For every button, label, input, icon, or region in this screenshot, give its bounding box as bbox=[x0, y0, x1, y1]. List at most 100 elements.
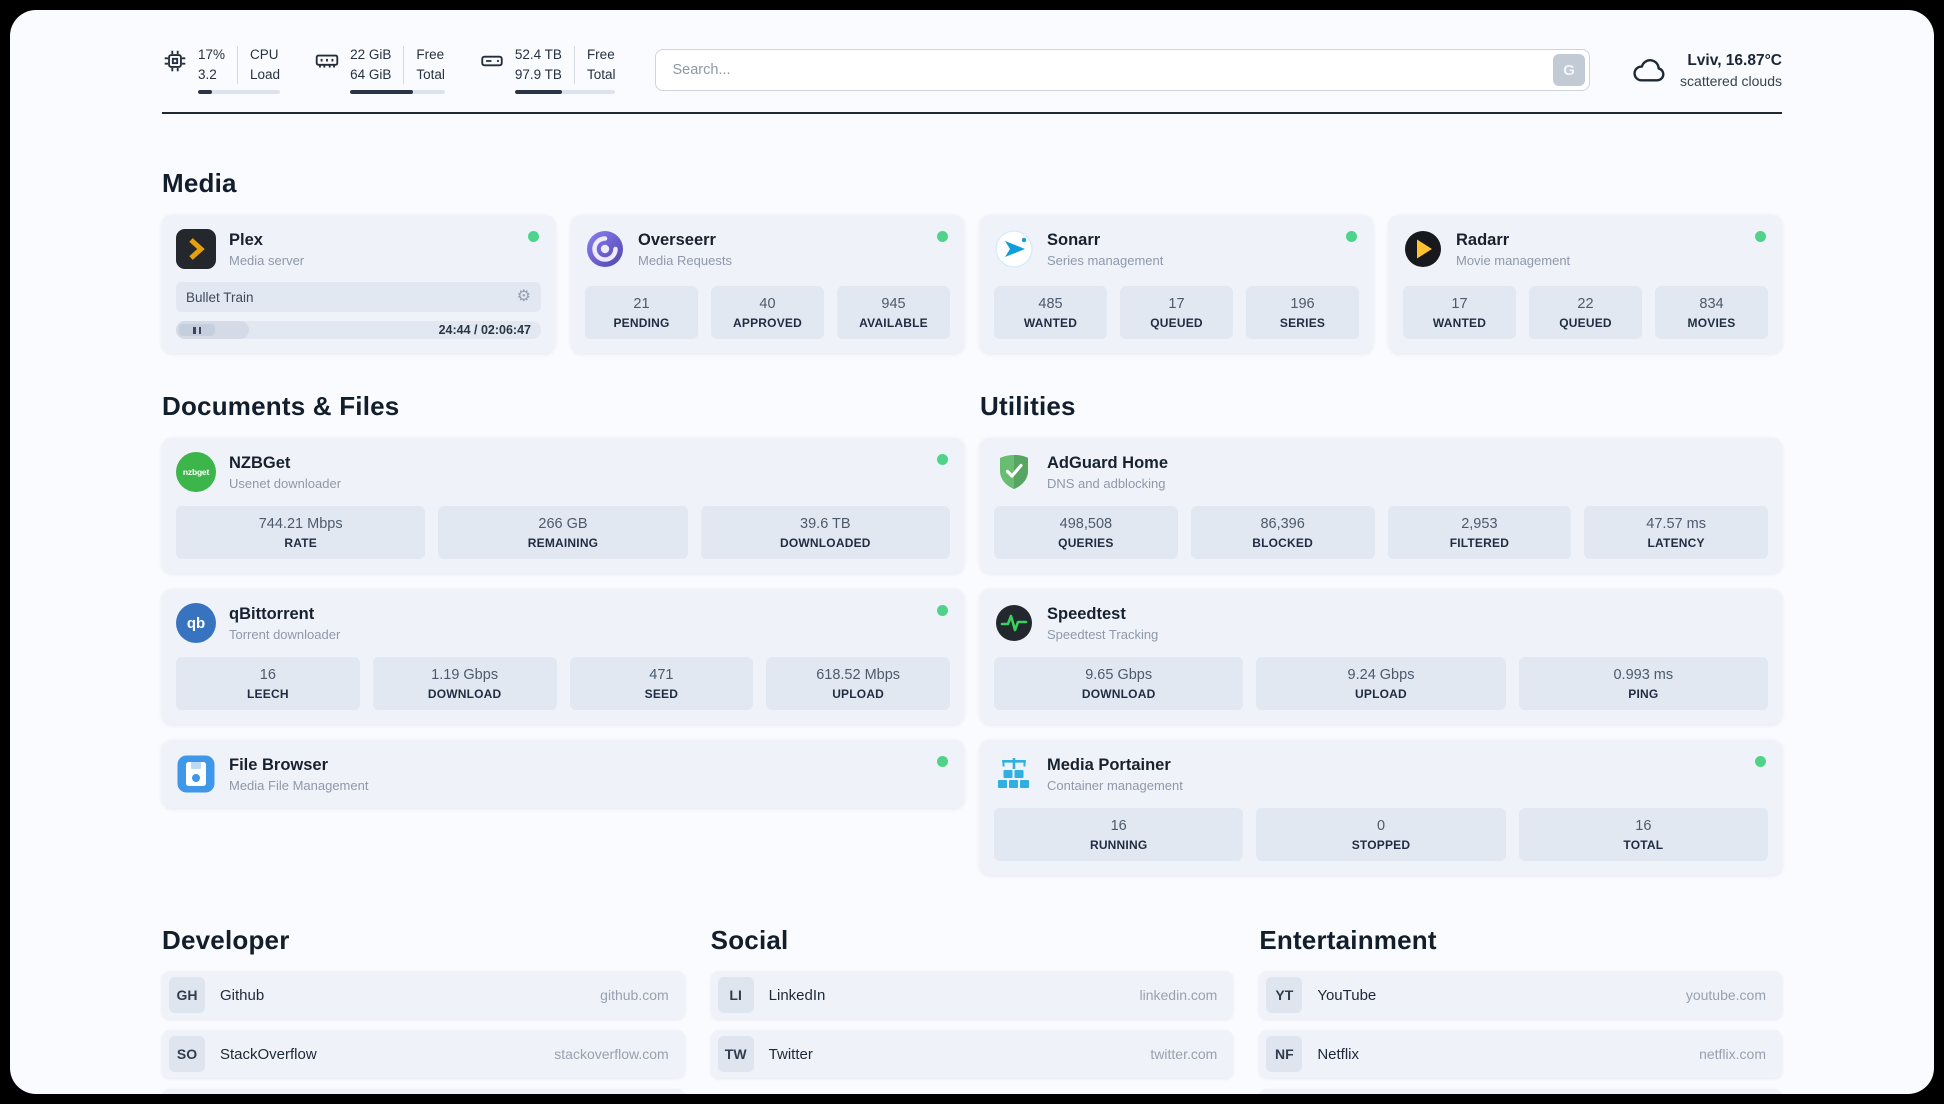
status-dot bbox=[937, 756, 948, 768]
stat-tile: 618.52 Mbps UPLOAD bbox=[766, 657, 950, 711]
app-card-filebrowser[interactable]: File Browser Media File Management bbox=[162, 740, 964, 809]
app-name: Radarr bbox=[1456, 230, 1510, 249]
stat-tile: 196 SERIES bbox=[1246, 286, 1359, 340]
stat-value: 39.6 TB bbox=[800, 516, 851, 533]
app-card-adguard[interactable]: AdGuard Home DNS and adblocking 498,508 Q… bbox=[980, 438, 1782, 574]
stat-label: PING bbox=[1628, 687, 1659, 702]
stat-tile: 0 STOPPED bbox=[1256, 808, 1506, 862]
status-dot bbox=[937, 454, 948, 466]
app-card-speedtest[interactable]: Speedtest Speedtest Tracking 9.65 Gbps DO… bbox=[980, 589, 1782, 725]
stat-tile: 2,953 FILTERED bbox=[1387, 506, 1572, 560]
status-dot bbox=[1755, 756, 1766, 768]
app-card-portainer[interactable]: Media Portainer Container management 16 R… bbox=[980, 740, 1782, 876]
app-subtitle: Series management bbox=[1047, 252, 1164, 268]
stat-label: WANTED bbox=[1023, 316, 1078, 331]
stat-value: 47.57 ms bbox=[1646, 516, 1706, 533]
stat-label: RUNNING bbox=[1089, 838, 1148, 853]
bookmark-twitter[interactable]: TW Twitter twitter.com bbox=[710, 1030, 1234, 1079]
weather-widget: Lviv, 16.87°C scattered clouds bbox=[1630, 51, 1782, 89]
adguard-icon bbox=[994, 452, 1034, 492]
app-subtitle: Movie management bbox=[1456, 252, 1571, 268]
stat-label: UPLOAD bbox=[832, 687, 885, 702]
stat-tile: 9.24 Gbps UPLOAD bbox=[1256, 657, 1506, 711]
search-input[interactable] bbox=[655, 49, 1591, 92]
stat-label: APPROVED bbox=[733, 316, 802, 331]
app-card-sonarr[interactable]: Sonarr Series management 485 WANTED 17 QUE… bbox=[980, 215, 1373, 354]
stat-label: SERIES bbox=[1279, 316, 1326, 331]
stat-tile: 17 WANTED bbox=[1403, 286, 1516, 340]
entertainment-column: Entertainment YT YouTube youtube.com NF … bbox=[1259, 925, 1782, 1094]
app-card-nzbget[interactable]: nzbget NZBGet Usenet downloader 744.21 M… bbox=[162, 438, 964, 574]
app-name: Plex bbox=[229, 230, 263, 249]
section-title-social: Social bbox=[710, 925, 789, 956]
app-subtitle: Usenet downloader bbox=[229, 475, 342, 491]
portainer-icon bbox=[994, 754, 1034, 794]
app-name: Media Portainer bbox=[1047, 755, 1171, 774]
cpu-monitor: 17% 3.2 CPU Load bbox=[162, 46, 281, 95]
search-box: G bbox=[655, 49, 1591, 92]
disk-monitor: 52.4 TB 97.9 TB Free Total bbox=[479, 46, 616, 95]
app-subtitle: Torrent downloader bbox=[229, 626, 341, 642]
bookmark-netflix[interactable]: NF Netflix netflix.com bbox=[1259, 1030, 1782, 1079]
ram-free-value: 22 GiB bbox=[350, 47, 392, 62]
bookmark-dev[interactable]: DT DEV dev.to bbox=[162, 1089, 685, 1094]
cpu-progress-bar bbox=[198, 90, 281, 95]
dashboard-panel: 17% 3.2 CPU Load bbox=[10, 10, 1934, 1094]
status-dot bbox=[937, 605, 948, 617]
stat-tile: 16 RUNNING bbox=[994, 808, 1244, 862]
stat-label: PENDING bbox=[613, 316, 670, 331]
stat-tile: 485 WANTED bbox=[994, 286, 1107, 340]
playback-time: 24:44 / 02:06:47 bbox=[438, 323, 531, 338]
bookmark-url: netflix.com bbox=[1699, 1046, 1766, 1063]
pause-icon bbox=[198, 326, 201, 334]
stat-value: 9.65 Gbps bbox=[1085, 667, 1153, 684]
app-subtitle: Speedtest Tracking bbox=[1047, 626, 1159, 642]
app-card-plex[interactable]: Plex Media server Bullet Train ⚙ 24:44 /… bbox=[162, 215, 555, 354]
bookmark-reddit[interactable]: RE Reddit reddit.com bbox=[1259, 1089, 1782, 1094]
stat-tile: 39.6 TB DOWNLOADED bbox=[700, 506, 950, 560]
bookmark-linkedin[interactable]: LI LinkedIn linkedin.com bbox=[710, 971, 1234, 1020]
cpu-load-label: Load bbox=[250, 67, 281, 83]
social-column: Social LI LinkedIn linkedin.com TW Twitt… bbox=[710, 925, 1234, 1094]
bookmark-url: youtube.com bbox=[1685, 987, 1766, 1004]
ram-progress-bar bbox=[350, 90, 445, 95]
stat-tile: 86,396 BLOCKED bbox=[1190, 506, 1375, 560]
stat-value: 22 bbox=[1577, 296, 1594, 313]
stat-value: 16 bbox=[259, 667, 276, 684]
stat-tile: 1.19 Gbps DOWNLOAD bbox=[372, 657, 557, 711]
ram-total-label: Total bbox=[416, 67, 445, 83]
stat-label: REMAINING bbox=[527, 536, 599, 551]
pause-button[interactable] bbox=[179, 324, 215, 337]
speedtest-icon bbox=[994, 603, 1034, 643]
gear-icon[interactable]: ⚙ bbox=[516, 288, 531, 306]
bookmark-stackoverflow[interactable]: SO StackOverflow stackoverflow.com bbox=[162, 1030, 685, 1079]
stat-value: 40 bbox=[759, 296, 776, 313]
stat-label: SEED bbox=[644, 687, 679, 702]
status-dot bbox=[528, 231, 539, 243]
bookmark-url: github.com bbox=[600, 987, 669, 1004]
stat-label: FILTERED bbox=[1449, 536, 1510, 551]
bookmark-youtube[interactable]: YT YouTube youtube.com bbox=[1259, 971, 1782, 1020]
bookmark-name: Github bbox=[220, 986, 265, 1004]
stat-tile: 17 QUEUED bbox=[1120, 286, 1233, 340]
stat-value: 0 bbox=[1376, 818, 1386, 835]
stat-label: QUEUED bbox=[1150, 316, 1203, 331]
stat-label: MOVIES bbox=[1687, 316, 1736, 331]
stat-value: 196 bbox=[1290, 296, 1315, 313]
search-engine-button[interactable]: G bbox=[1553, 54, 1586, 87]
section-title-developer: Developer bbox=[162, 925, 290, 956]
app-card-overseerr[interactable]: Overseerr Media Requests 21 PENDING 40 APP… bbox=[571, 215, 964, 354]
stat-value: 945 bbox=[881, 296, 906, 313]
playback-progress-bar[interactable]: 24:44 / 02:06:47 bbox=[176, 321, 541, 340]
filebrowser-icon bbox=[176, 754, 216, 794]
bookmark-github[interactable]: GH Github github.com bbox=[162, 971, 685, 1020]
bookmark-url: stackoverflow.com bbox=[554, 1046, 669, 1063]
app-card-radarr[interactable]: Radarr Movie management 17 WANTED 22 QUEUE… bbox=[1389, 215, 1782, 354]
stat-label: DOWNLOADED bbox=[779, 536, 871, 551]
app-card-qbittorrent[interactable]: qb qBittorrent Torrent downloader 16 LEEC… bbox=[162, 589, 964, 725]
stat-label: LATENCY bbox=[1647, 536, 1705, 551]
stat-tile: 9.65 Gbps DOWNLOAD bbox=[994, 657, 1244, 711]
stat-value: 17 bbox=[1168, 296, 1185, 313]
stat-label: TOTAL bbox=[1623, 838, 1664, 853]
stat-value: 485 bbox=[1038, 296, 1063, 313]
